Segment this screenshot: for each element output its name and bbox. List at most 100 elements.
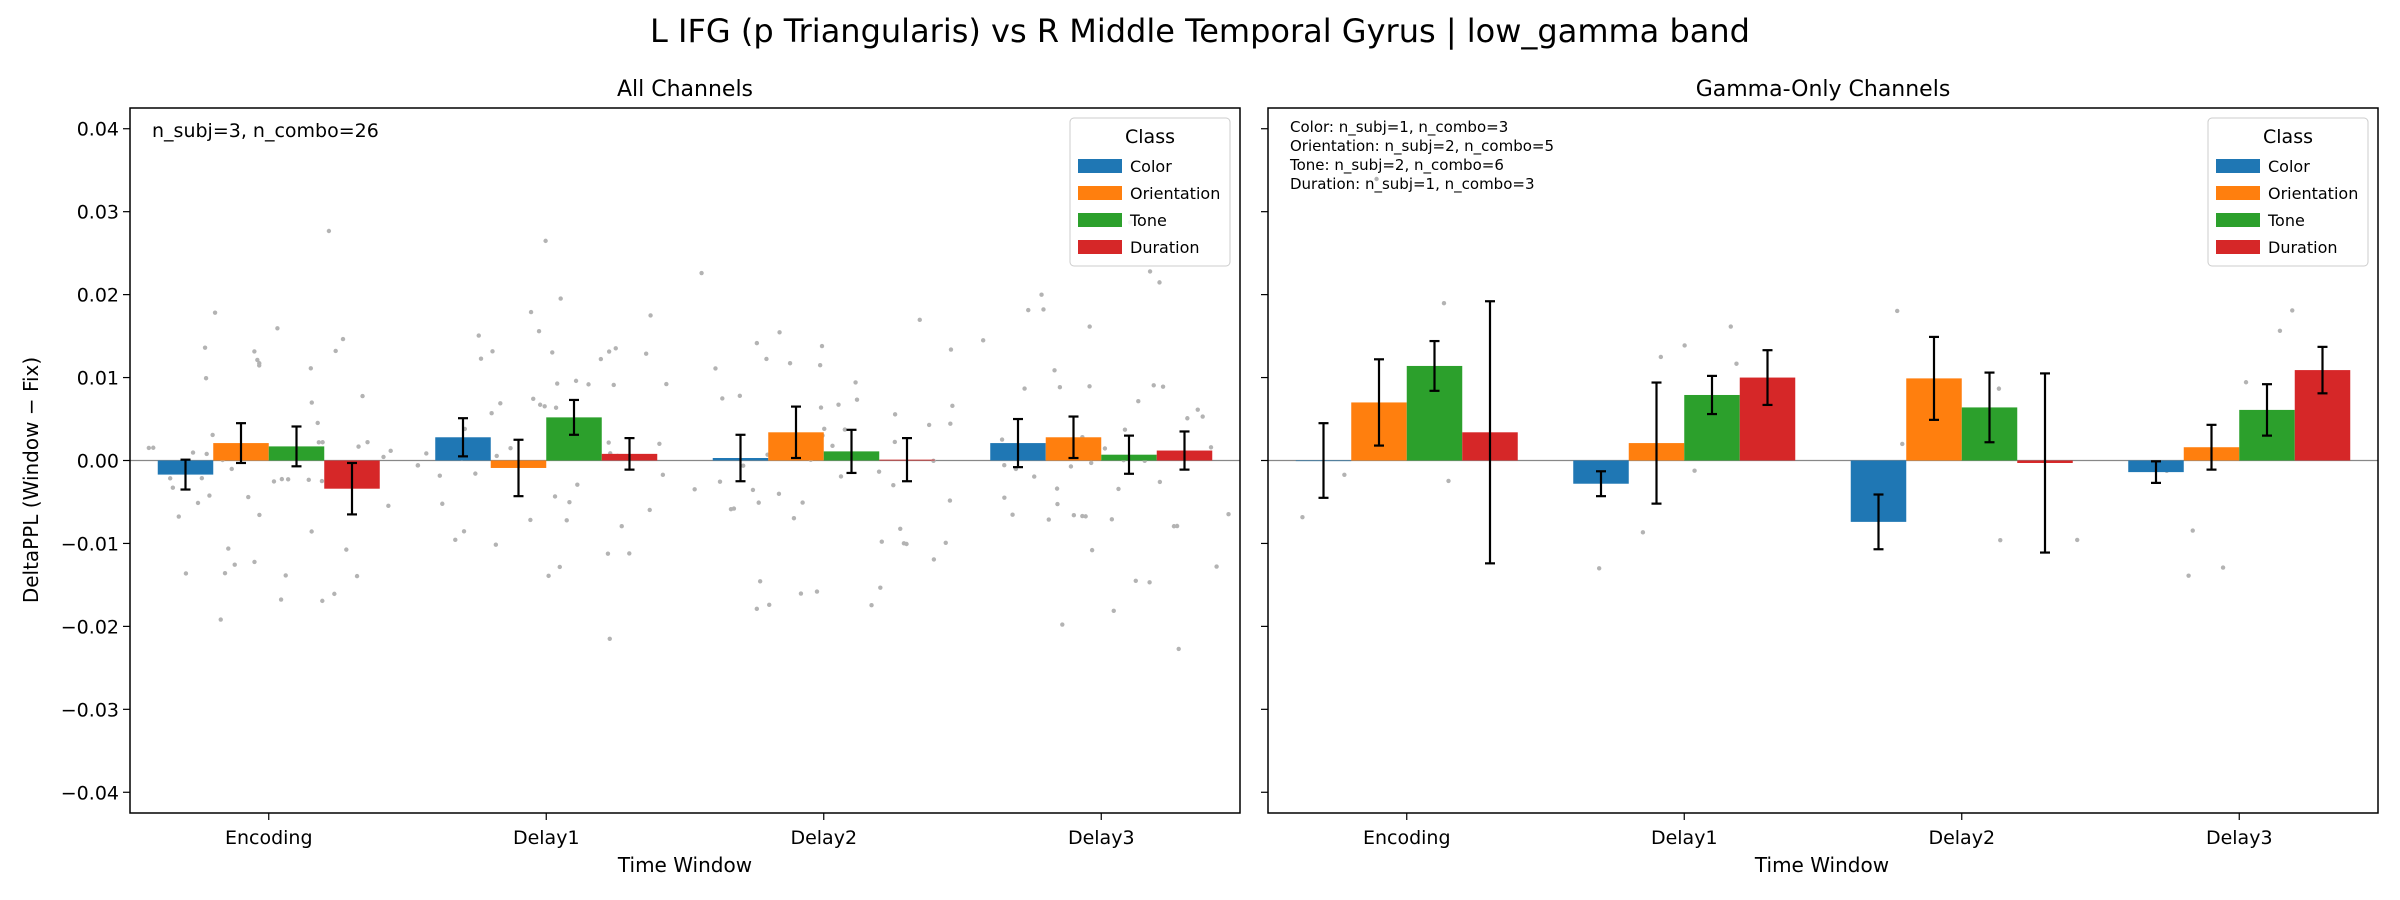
data-point xyxy=(876,469,882,474)
data-point xyxy=(326,228,332,234)
data-point xyxy=(210,432,215,438)
data-point xyxy=(309,400,314,405)
data-point xyxy=(255,357,260,363)
data-point xyxy=(489,411,494,416)
data-point xyxy=(1692,468,1697,473)
data-point xyxy=(360,393,365,399)
data-point xyxy=(388,448,393,454)
data-point xyxy=(948,347,954,352)
data-point xyxy=(800,500,805,505)
data-point xyxy=(1682,343,1687,348)
legend-label: Duration xyxy=(1130,238,1200,257)
data-point xyxy=(879,539,884,544)
data-point xyxy=(1226,512,1231,517)
data-point xyxy=(1052,368,1057,373)
data-point xyxy=(1147,269,1153,274)
annotation-text: Color: n_subj=1, n_combo=3 xyxy=(1290,118,1508,137)
data-point xyxy=(822,426,827,432)
data-point xyxy=(1122,427,1128,432)
data-point xyxy=(798,591,804,596)
data-point xyxy=(1054,486,1060,491)
data-point xyxy=(606,349,612,354)
data-point xyxy=(980,338,986,343)
data-point xyxy=(838,474,844,479)
data-point xyxy=(476,333,481,338)
data-point xyxy=(543,238,548,244)
data-point xyxy=(1026,307,1031,313)
legend-swatch xyxy=(1078,186,1122,200)
legend-box xyxy=(2207,117,2369,267)
legend-label: Color xyxy=(2268,157,2310,176)
data-point xyxy=(1116,486,1121,492)
data-point xyxy=(354,573,360,579)
data-point xyxy=(212,310,218,315)
data-point xyxy=(931,557,937,562)
data-point xyxy=(787,361,793,366)
data-point xyxy=(1174,523,1180,529)
y-axis-label: DeltaPPL (Window − Fix) xyxy=(19,357,43,603)
data-point xyxy=(278,597,284,602)
data-point xyxy=(869,602,874,608)
data-point xyxy=(1195,407,1200,412)
data-point xyxy=(493,542,499,547)
data-point xyxy=(558,296,563,301)
data-point xyxy=(308,366,314,371)
data-point xyxy=(1214,564,1219,569)
data-point xyxy=(333,348,338,354)
y-tick-label: 0.01 xyxy=(77,368,119,390)
data-point xyxy=(853,380,858,385)
data-point xyxy=(461,529,467,534)
axes-frame xyxy=(1267,107,2379,814)
data-point xyxy=(1046,517,1051,522)
data-point xyxy=(664,381,669,387)
data-point xyxy=(1002,463,1007,468)
data-point xyxy=(598,356,604,362)
data-point xyxy=(557,564,562,570)
data-point xyxy=(340,336,346,342)
data-point xyxy=(898,526,903,531)
data-point xyxy=(819,343,825,349)
data-point xyxy=(1734,361,1739,366)
data-point xyxy=(344,547,349,552)
data-point xyxy=(315,420,320,426)
data-point xyxy=(2186,573,2191,578)
x-tick-label: Delay3 xyxy=(1068,827,1135,849)
data-point xyxy=(564,518,569,523)
data-point xyxy=(381,454,386,460)
data-point xyxy=(332,591,337,597)
data-point xyxy=(170,485,176,490)
data-point xyxy=(146,445,152,451)
legend-swatch xyxy=(2216,240,2260,254)
data-point xyxy=(1102,446,1108,451)
data-point xyxy=(777,330,782,335)
data-point xyxy=(1039,292,1044,297)
annotation-text: Duration: n_subj=1, n_combo=3 xyxy=(1290,175,1535,194)
data-point xyxy=(1658,354,1664,360)
data-point xyxy=(1080,513,1085,519)
data-point xyxy=(528,517,533,523)
data-point xyxy=(2277,328,2283,333)
data-point xyxy=(218,617,223,622)
data-point xyxy=(1057,384,1063,390)
data-point xyxy=(648,313,653,318)
data-point xyxy=(836,402,841,407)
data-point xyxy=(356,444,361,449)
data-point xyxy=(660,472,666,478)
data-point xyxy=(931,458,936,464)
data-point xyxy=(2290,308,2295,313)
data-point xyxy=(720,396,725,401)
data-point xyxy=(1002,495,1007,500)
data-point xyxy=(717,479,723,484)
data-point xyxy=(699,270,704,276)
data-point xyxy=(2075,537,2080,543)
data-point xyxy=(606,440,611,445)
data-point xyxy=(1208,445,1214,450)
data-point xyxy=(1060,622,1065,627)
data-point xyxy=(1300,514,1305,520)
data-point xyxy=(279,476,285,482)
data-point xyxy=(1157,479,1163,485)
x-tick-label: Delay1 xyxy=(513,827,580,849)
legend-label: Tone xyxy=(2267,211,2305,230)
data-point xyxy=(776,491,782,497)
data-point xyxy=(1133,578,1138,584)
